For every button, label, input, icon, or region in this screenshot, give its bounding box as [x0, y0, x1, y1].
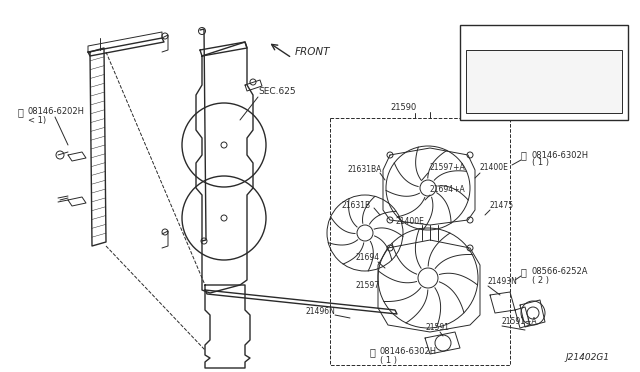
Text: 21591: 21591: [425, 324, 449, 333]
Text: 21694: 21694: [355, 253, 379, 263]
Text: 21631B: 21631B: [342, 201, 371, 209]
Text: FRONT: FRONT: [295, 47, 330, 57]
Bar: [466, 50, 622, 113]
Text: ( 1 ): ( 1 ): [380, 356, 397, 365]
Text: ( 2 ): ( 2 ): [532, 276, 549, 285]
Text: Ⓑ: Ⓑ: [369, 347, 375, 357]
Text: 21496N: 21496N: [305, 308, 335, 317]
Text: ⚠ WARNING / 警告: ⚠ WARNING / 警告: [520, 55, 568, 60]
Text: 21590: 21590: [390, 103, 416, 112]
Text: J21402G1: J21402G1: [566, 353, 610, 362]
Text: 21631BA: 21631BA: [348, 166, 382, 174]
Text: 21591+A: 21591+A: [502, 317, 538, 327]
Bar: [460, 25, 628, 120]
Text: Ⓑ: Ⓑ: [520, 150, 526, 160]
Text: 08146-6302H: 08146-6302H: [380, 347, 437, 356]
Text: ---------  ----------  ---: --------- ---------- ---: [469, 86, 509, 90]
Text: 21493N: 21493N: [488, 278, 518, 286]
Text: 21400E: 21400E: [480, 164, 509, 173]
Text: 21694+A: 21694+A: [430, 186, 466, 195]
Text: 21400E: 21400E: [396, 218, 425, 227]
Text: < 1): < 1): [28, 116, 46, 125]
Text: SEC.625: SEC.625: [258, 87, 296, 96]
Text: Ⓢ: Ⓢ: [520, 267, 526, 277]
Text: 08146-6302H: 08146-6302H: [532, 151, 589, 160]
Text: --------  ---------  --------: -------- --------- --------: [469, 66, 514, 70]
Text: 08146-6202H: 08146-6202H: [28, 108, 85, 116]
Text: 21475: 21475: [490, 201, 514, 209]
Text: 08566-6252A: 08566-6252A: [532, 267, 589, 276]
Text: 21597: 21597: [355, 280, 379, 289]
Text: 21597+A: 21597+A: [430, 164, 466, 173]
Text: -------  --------: ------- --------: [469, 96, 497, 100]
Text: ( 1 ): ( 1 ): [532, 158, 549, 167]
Text: -----  --------  -------: ----- -------- -------: [469, 76, 506, 80]
Text: Ⓑ: Ⓑ: [17, 107, 23, 117]
Text: 21599N: 21599N: [524, 34, 564, 44]
